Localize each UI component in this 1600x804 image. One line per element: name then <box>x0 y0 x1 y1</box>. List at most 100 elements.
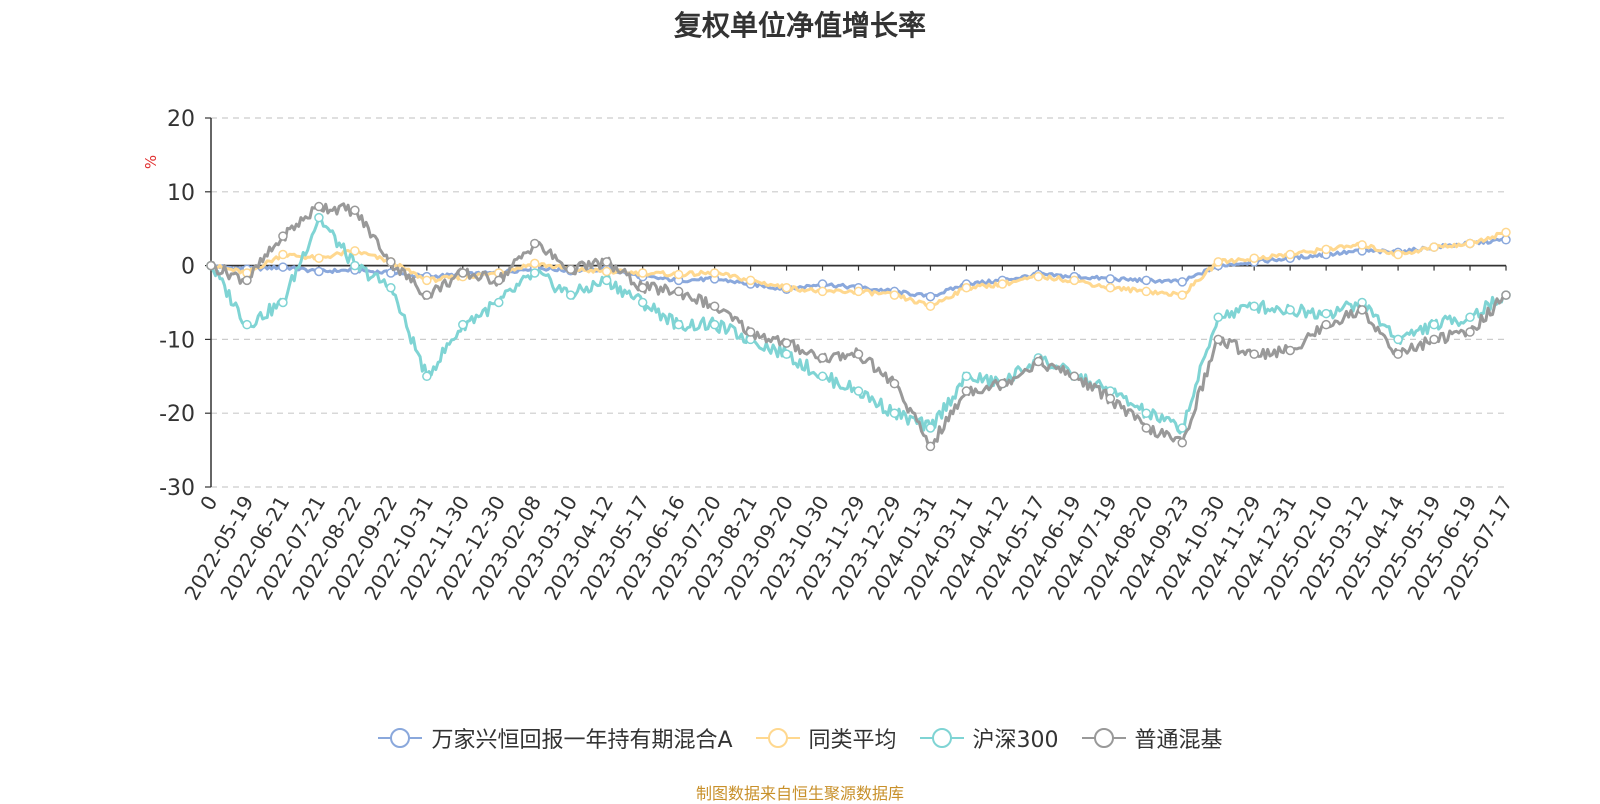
data-point <box>1249 349 1259 359</box>
data-point <box>1069 371 1080 382</box>
data-point <box>422 290 432 300</box>
data-point <box>889 408 900 418</box>
data-point <box>422 371 432 382</box>
data-point <box>637 282 648 293</box>
data-point <box>1213 312 1223 323</box>
data-point <box>458 268 468 278</box>
series-3 <box>206 201 1511 452</box>
data-point <box>853 386 864 396</box>
data-point <box>961 386 972 396</box>
data-point <box>1393 349 1403 359</box>
data-point <box>278 297 288 308</box>
source-note: 制图数据来自恒生聚源数据库 <box>695 784 904 803</box>
data-point <box>1429 319 1439 330</box>
data-point <box>1105 282 1116 293</box>
data-point <box>925 291 936 302</box>
data-point <box>1429 334 1439 345</box>
series-line-2 <box>209 216 1507 435</box>
data-point <box>458 319 468 330</box>
data-point <box>1249 253 1259 263</box>
data-point <box>961 371 972 382</box>
data-point <box>386 282 396 293</box>
data-point <box>1321 319 1331 330</box>
data-point <box>637 268 648 278</box>
y-tick-label-5: -30 <box>159 476 195 501</box>
y-tick-label-1: 10 <box>167 181 195 206</box>
data-point <box>314 212 324 223</box>
data-point <box>1213 257 1223 267</box>
data-point <box>494 297 504 308</box>
data-point <box>314 266 324 277</box>
legend: 万家兴恒回报一年持有期混合A 同类平均 沪深300 普通混基 <box>0 722 1600 754</box>
legend-label: 普通混基 <box>1134 728 1223 753</box>
data-point <box>1177 437 1187 448</box>
data-point <box>1033 271 1044 282</box>
data-point <box>673 269 684 280</box>
data-point <box>278 262 288 272</box>
data-point <box>530 258 540 269</box>
data-point <box>925 301 936 311</box>
y-axis-unit: % <box>142 155 160 169</box>
data-point <box>673 286 684 297</box>
data-point <box>709 268 720 278</box>
data-point <box>889 290 900 300</box>
data-point <box>637 297 648 308</box>
data-point <box>314 201 324 212</box>
data-point <box>422 275 432 286</box>
legend-item-3[interactable]: 普通混基 <box>1081 722 1223 754</box>
legend-swatch-icon <box>1081 728 1126 748</box>
legend-item-2[interactable]: 沪深300 <box>919 722 1059 754</box>
data-point <box>925 441 936 452</box>
data-point <box>1285 249 1295 260</box>
data-point <box>1141 286 1152 297</box>
data-point <box>781 282 792 293</box>
x-tick-label-0: 0 <box>195 492 222 515</box>
legend-label: 沪深300 <box>972 728 1059 753</box>
data-point <box>1285 305 1295 315</box>
data-point <box>925 423 936 433</box>
y-tick-label-0: 20 <box>167 107 195 132</box>
data-point <box>350 260 360 271</box>
data-point <box>601 266 612 277</box>
data-point <box>1141 275 1152 286</box>
data-point <box>1141 423 1152 433</box>
data-point <box>242 275 252 286</box>
data-point <box>1177 423 1187 433</box>
data-point <box>1393 334 1403 345</box>
data-point <box>1393 249 1403 260</box>
data-point <box>565 264 576 275</box>
data-point <box>745 275 756 286</box>
chart-title: 复权单位净值增长率 <box>673 9 926 42</box>
data-point <box>242 319 252 330</box>
data-point <box>1249 301 1259 311</box>
legend-item-0[interactable]: 万家兴恒回报一年持有期混合A <box>377 722 733 754</box>
y-tick-label-4: -20 <box>159 402 195 427</box>
data-point <box>1429 242 1439 252</box>
data-point <box>889 378 900 389</box>
legend-swatch-icon <box>378 728 423 748</box>
data-point <box>386 257 396 267</box>
data-point <box>853 349 864 359</box>
data-point <box>1177 277 1187 287</box>
data-point <box>350 205 360 215</box>
data-point <box>709 319 720 330</box>
data-point <box>565 290 576 300</box>
data-point <box>1357 305 1367 315</box>
data-point <box>1285 345 1295 356</box>
data-point <box>1321 308 1331 319</box>
data-point <box>601 275 612 286</box>
data-point <box>530 268 540 278</box>
data-point <box>997 279 1008 289</box>
data-point <box>997 378 1008 389</box>
data-point <box>1465 312 1475 323</box>
data-point <box>1141 408 1152 418</box>
data-point <box>530 238 540 249</box>
data-point <box>601 257 612 267</box>
data-point <box>1105 274 1116 284</box>
legend-item-1[interactable]: 同类平均 <box>755 722 897 754</box>
y-tick-label-2: 0 <box>181 255 195 280</box>
legend-label: 同类平均 <box>808 728 897 753</box>
data-point <box>206 260 216 271</box>
data-point <box>1501 227 1511 238</box>
